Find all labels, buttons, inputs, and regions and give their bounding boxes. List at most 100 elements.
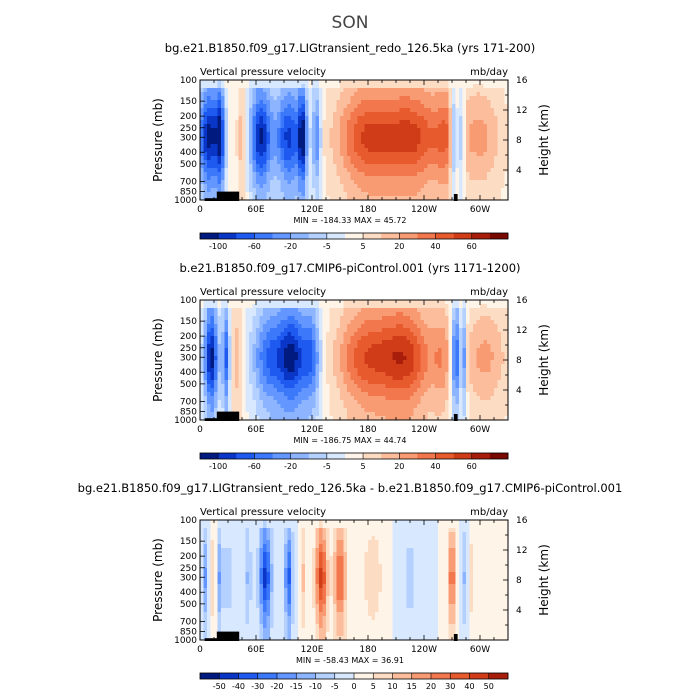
x-tick-label: 60E	[247, 425, 264, 435]
colorbar-label: -100	[209, 242, 227, 251]
y2-axis-title: Height (km)	[537, 104, 551, 175]
colorbar-swatch	[344, 233, 364, 239]
colorbar-label: -50	[213, 682, 226, 691]
y-tick-label: 200	[180, 552, 197, 562]
colorbar-swatch	[450, 673, 470, 679]
colorbar-label: 40	[464, 682, 474, 691]
panel-title: bg.e21.B1850.f09_g17.LIGtransient_redo_1…	[78, 481, 623, 495]
y-tick-label: 850	[180, 408, 197, 418]
y-tick-label: 150	[180, 97, 197, 107]
x-tick-label: 0	[197, 645, 203, 655]
x-tick-label: 0	[197, 205, 203, 215]
units-label: mb/day	[470, 507, 508, 518]
colorbar-swatch	[489, 233, 509, 239]
x-tick-label: 120E	[301, 425, 324, 435]
x-axis: 0 60E 120E 180 120W 60W	[197, 520, 509, 655]
y2-tick-label: 4	[516, 386, 522, 396]
x-tick-label: 120W	[411, 645, 437, 655]
colorbar-swatch	[373, 673, 393, 679]
colorbar-label: -5	[323, 242, 331, 251]
colorbar-swatch	[471, 453, 491, 459]
colorbar-label: -5	[323, 462, 331, 471]
y2-tick-label: 4	[516, 606, 522, 616]
colorbar-swatch	[381, 453, 400, 459]
y-tick-label: 300	[180, 573, 197, 583]
colorbar-swatch	[200, 453, 219, 459]
page-title: SON	[332, 13, 369, 33]
colorbar-label: 50	[484, 682, 494, 691]
colorbar-label: -60	[248, 242, 261, 251]
chart-panel-2: b.e21.B1850.f09_g17.CMIP6-piControl.001 …	[151, 261, 551, 471]
panels: bg.e21.B1850.f09_g17.LIGtransient_redo_1…	[78, 41, 623, 691]
x-tick-label: 120W	[411, 425, 437, 435]
y2-tick-label: 4	[516, 166, 522, 176]
colorbar-label: -20	[270, 682, 283, 691]
y2-axis: 4 8 12 16 Height (km)	[503, 516, 551, 641]
colorbar-label: 40	[430, 242, 440, 251]
colorbar-swatch	[236, 233, 255, 239]
colorbar-swatch	[363, 233, 382, 239]
panel-title: b.e21.B1850.f09_g17.CMIP6-piControl.001 …	[179, 261, 520, 275]
chart-panel-1: bg.e21.B1850.f09_g17.LIGtransient_redo_1…	[151, 41, 551, 251]
colorbar-swatch	[435, 453, 454, 459]
y-tick-label: 500	[180, 160, 197, 170]
y-axis-title: Pressure (mb)	[151, 538, 165, 622]
y-tick-label: 250	[180, 564, 197, 574]
y2-tick-label: 8	[516, 136, 522, 146]
colorbar-swatch	[431, 673, 451, 679]
colorbar-swatch	[488, 673, 509, 679]
colorbar-swatch	[218, 453, 237, 459]
colorbar-swatch	[453, 233, 473, 239]
y-tick-label: 500	[180, 380, 197, 390]
colorbar-swatch	[218, 233, 237, 239]
y2-tick-label: 12	[516, 106, 527, 116]
y-tick-label: 1000	[174, 416, 197, 426]
contour-field	[200, 520, 508, 640]
y-tick-label: 200	[180, 332, 197, 342]
contour-field	[200, 80, 508, 200]
x-tick-label: 60W	[470, 425, 490, 435]
y2-axis-title: Height (km)	[537, 324, 551, 395]
colorbar-swatch	[326, 233, 346, 239]
y2-tick-label: 8	[516, 356, 522, 366]
colorbar-label: 20	[394, 462, 404, 471]
colorbar-label: 40	[430, 462, 440, 471]
colorbar-swatch	[417, 453, 436, 459]
y-tick-label: 1000	[174, 636, 197, 646]
chart-panel-3: bg.e21.B1850.f09_g17.LIGtransient_redo_1…	[78, 481, 623, 691]
y2-tick-label: 8	[516, 576, 522, 586]
units-label: mb/day	[470, 287, 508, 298]
x-tick-label: 60E	[247, 645, 264, 655]
colorbar-swatch	[200, 673, 220, 679]
colorbar-label: -40	[232, 682, 245, 691]
y-tick-label: 850	[180, 628, 197, 638]
colorbar: -100 -60 -20 -5 5 20 40 60	[199, 452, 509, 471]
colorbar-label: -60	[248, 462, 261, 471]
colorbar-swatch	[417, 233, 436, 239]
colorbar-swatch	[272, 453, 291, 459]
panel-title: bg.e21.B1850.f09_g17.LIGtransient_redo_1…	[165, 41, 535, 55]
variable-label: Vertical pressure velocity	[200, 507, 326, 518]
colorbar-label: -100	[209, 462, 227, 471]
colorbar-swatch	[254, 233, 273, 239]
variable-label: Vertical pressure velocity	[200, 67, 326, 78]
x-tick-label: 180	[359, 205, 376, 215]
y-tick-label: 250	[180, 124, 197, 134]
colorbar-swatch	[411, 673, 432, 679]
x-tick-label: 60W	[470, 645, 490, 655]
colorbar-swatch	[219, 673, 239, 679]
y-tick-label: 150	[180, 317, 197, 327]
y-tick-label: 150	[180, 537, 197, 547]
colorbar-label: 0	[351, 682, 356, 691]
min-max-stats: MIN = -58.43 MAX = 36.91	[296, 656, 404, 665]
y-tick-label: 400	[180, 148, 197, 158]
colorbar-label: 30	[445, 682, 455, 691]
colorbar-swatch	[392, 673, 413, 679]
contour-field	[200, 300, 508, 420]
colorbar-label: -20	[284, 242, 297, 251]
y2-tick-label: 16	[516, 516, 528, 526]
colorbar-swatch	[238, 673, 259, 679]
